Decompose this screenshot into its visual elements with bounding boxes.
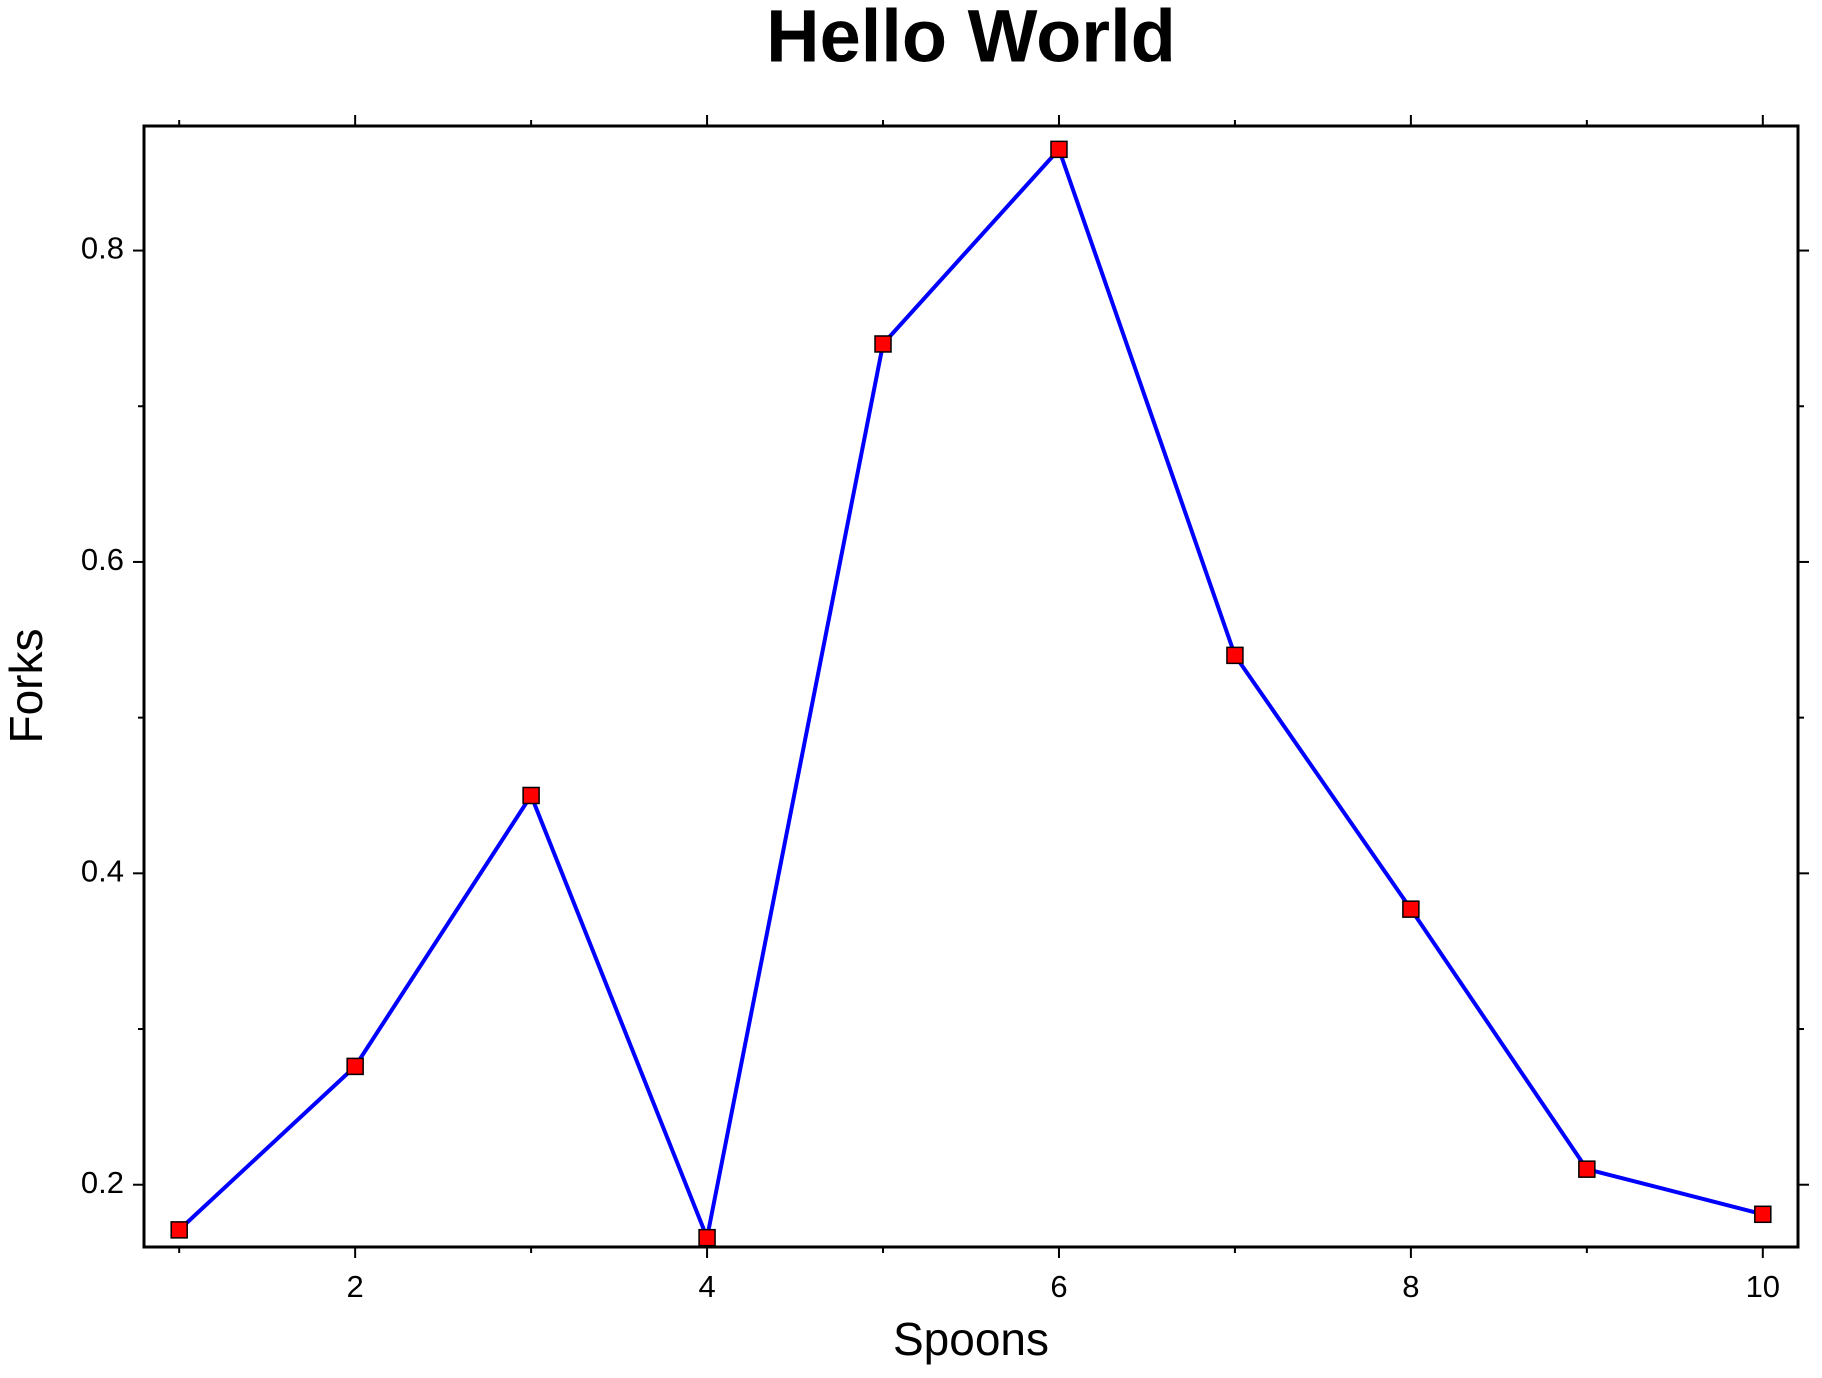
marker <box>522 786 540 805</box>
marker <box>874 335 892 353</box>
y-axis-label: Forks <box>0 629 52 744</box>
marker <box>1402 900 1420 918</box>
marker <box>346 1057 364 1076</box>
chart-title: Hello World <box>766 0 1176 78</box>
x-tick-label: 6 <box>1050 1269 1067 1304</box>
x-axis-label: Spoons <box>893 1313 1049 1365</box>
x-tick-label: 10 <box>1746 1269 1780 1304</box>
y-tick-label: 0.6 <box>81 542 124 577</box>
marker <box>1050 140 1068 159</box>
x-tick-label: 8 <box>1402 1269 1419 1304</box>
y-tick-label: 0.8 <box>81 231 124 266</box>
plot-frame <box>142 124 1800 1249</box>
marker <box>170 1221 188 1239</box>
y-tick-label: 0.4 <box>81 854 124 889</box>
marker <box>1754 1205 1772 1224</box>
x-tick-label: 4 <box>698 1269 715 1304</box>
marker <box>1226 646 1244 665</box>
marker <box>1578 1160 1596 1178</box>
y-tick-label: 0.2 <box>81 1165 124 1200</box>
marker <box>698 1228 716 1247</box>
x-tick-label: 2 <box>347 1269 364 1304</box>
line <box>177 147 1764 1240</box>
